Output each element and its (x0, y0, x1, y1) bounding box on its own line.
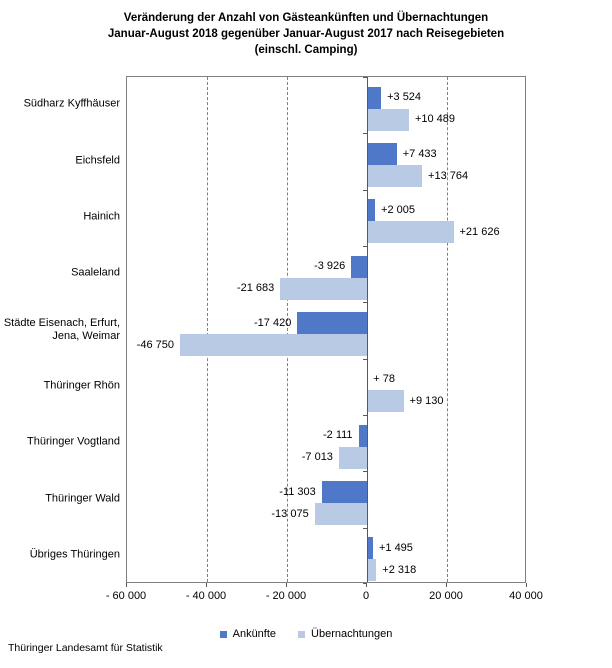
uebernachtungen-bar (367, 221, 454, 244)
category-label: Thüringer Rhön (43, 379, 120, 392)
uebernachtungen-swatch-icon (298, 630, 306, 638)
x-axis-tick (206, 583, 207, 587)
category-axis-tick (363, 302, 367, 304)
x-axis-tick (446, 583, 447, 587)
category-axis-tick (363, 415, 367, 416)
ankuenfte-bar (351, 255, 367, 278)
category-label: Thüringer Wald (45, 492, 120, 504)
x-axis-tick (286, 583, 287, 587)
legend-label-ankuenfte: Ankünfte (232, 628, 277, 640)
gridline (286, 77, 288, 582)
bar-value-label: -21 683 (236, 282, 275, 295)
bar-value-label: +3 524 (387, 91, 422, 104)
x-axis-tick-label: 20 000 (429, 590, 463, 602)
uebernachtungen-bar (180, 334, 367, 356)
uebernachtungen-bar (280, 277, 367, 300)
category-label: Hainich (83, 210, 120, 223)
chart-title-line-2: Januar-August 2018 gegenüber Januar-Augu… (107, 28, 505, 40)
chart-title-line-3: (einschl. Camping) (254, 44, 358, 56)
legend-item-ankuenfte: Ankünfte (219, 628, 277, 640)
category-axis-tick (363, 527, 367, 529)
bar-value-label: -17 420 (254, 316, 292, 329)
chart-title: Veränderung der Anzahl von Gästeankünfte… (0, 10, 612, 58)
uebernachtungen-bar (338, 446, 367, 469)
plot-area: +3 524 +10 489 +7 433 +13 764 +2 005 +21 626 -… (126, 76, 526, 584)
bar-value-label: +2 318 (382, 563, 417, 576)
x-axis-tick-label: 40 000 (509, 590, 543, 602)
category-axis-tick (363, 246, 367, 247)
uebernachtungen-bar (367, 108, 409, 131)
category-axis-tick (363, 583, 367, 584)
bar-value-label: +1 495 (378, 541, 413, 554)
ankuenfte-bar (367, 199, 376, 222)
bar-value-label: + 78 (373, 372, 396, 385)
zero-axis-line (366, 77, 368, 582)
category-axis-tick (363, 133, 367, 135)
bar-value-label: +21 626 (459, 225, 500, 238)
bar-value-label: +13 764 (428, 169, 469, 182)
x-axis-tick-label: - 60 000 (105, 590, 147, 602)
x-axis-tick-label: 0 (362, 590, 370, 602)
category-axis-tick (363, 358, 367, 360)
bar-value-label: -46 750 (136, 338, 174, 351)
category-axis-tick (363, 189, 367, 191)
bar-value-label: -3 926 (314, 260, 346, 273)
gridline (206, 77, 208, 582)
x-axis-tick-label: - 20 000 (265, 590, 307, 602)
ankuenfte-bar (321, 481, 367, 503)
x-axis-tick (526, 583, 527, 587)
category-label: Städte Eisenach, Erfurt, Jena, Weimar (3, 316, 120, 342)
category-label: Thüringer Vogtland (27, 435, 120, 448)
legend-label-uebernachtungen: Übernachtungen (311, 628, 393, 640)
source-credit: Thüringer Landesamt für Statistik (8, 642, 163, 654)
category-label: Saaleland (71, 266, 120, 279)
category-axis-tick (363, 471, 367, 473)
gridline (446, 77, 448, 582)
uebernachtungen-bar (367, 390, 404, 413)
bar-value-label: +9 130 (409, 394, 444, 407)
x-axis-tick (126, 583, 127, 587)
bar-value-label: -11 303 (279, 485, 316, 498)
uebernachtungen-bar (314, 503, 367, 525)
uebernachtungen-bar (367, 165, 423, 187)
bar-value-label: +2 005 (381, 203, 415, 216)
ankuenfte-bar (358, 424, 367, 447)
ankuenfte-swatch-icon (219, 630, 227, 638)
legend: Ankünfte Übernachtungen (0, 628, 612, 640)
x-axis-tick-label: - 40 000 (185, 590, 227, 602)
chart-title-line-1: Veränderung der Anzahl von Gästeankünfte… (123, 12, 489, 24)
category-label: Südharz Kyffhäuser (23, 97, 120, 110)
bar-value-label: +7 433 (402, 147, 437, 160)
legend-item-uebernachtungen: Übernachtungen (298, 628, 392, 640)
category-label: Eichsfeld (75, 154, 120, 166)
bar-value-label: -13 075 (271, 507, 309, 520)
uebernachtungen-bar (367, 559, 377, 582)
category-label: Übriges Thüringen (29, 548, 120, 561)
bar-value-label: +10 489 (414, 113, 456, 126)
ankuenfte-bar (367, 86, 382, 109)
ankuenfte-bar (367, 537, 373, 560)
x-axis-tick (366, 583, 367, 587)
category-axis-tick (363, 77, 367, 78)
bar-value-label: -2 111 (322, 429, 353, 442)
bar-value-label: -7 013 (301, 451, 333, 464)
ankuenfte-bar (367, 143, 397, 165)
ankuenfte-bar (297, 312, 367, 334)
